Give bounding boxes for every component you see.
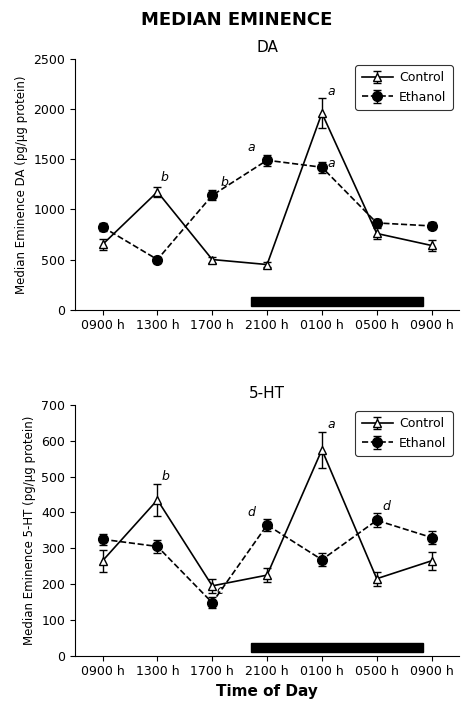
Legend: Control, Ethanol: Control, Ethanol <box>356 65 453 110</box>
Text: d: d <box>382 500 390 513</box>
Title: DA: DA <box>256 40 278 55</box>
Title: 5-HT: 5-HT <box>249 386 285 401</box>
Text: MEDIAN EMINENCE: MEDIAN EMINENCE <box>141 11 333 29</box>
Bar <box>251 297 423 306</box>
Y-axis label: Median Eminence DA (pg/µg protein): Median Eminence DA (pg/µg protein) <box>15 75 28 293</box>
Text: b: b <box>162 470 170 483</box>
Y-axis label: Median Eminence 5-HT (pg/µg protein): Median Eminence 5-HT (pg/µg protein) <box>23 416 36 645</box>
Text: a: a <box>328 418 335 431</box>
Text: a: a <box>328 84 335 98</box>
Text: a: a <box>328 157 335 170</box>
Legend: Control, Ethanol: Control, Ethanol <box>356 411 453 456</box>
Text: a: a <box>248 141 255 154</box>
Bar <box>251 643 423 653</box>
Text: b: b <box>220 176 228 189</box>
Text: d: d <box>248 506 256 518</box>
Text: c: c <box>217 584 224 598</box>
X-axis label: Time of Day: Time of Day <box>216 684 318 699</box>
Text: b: b <box>160 171 168 184</box>
